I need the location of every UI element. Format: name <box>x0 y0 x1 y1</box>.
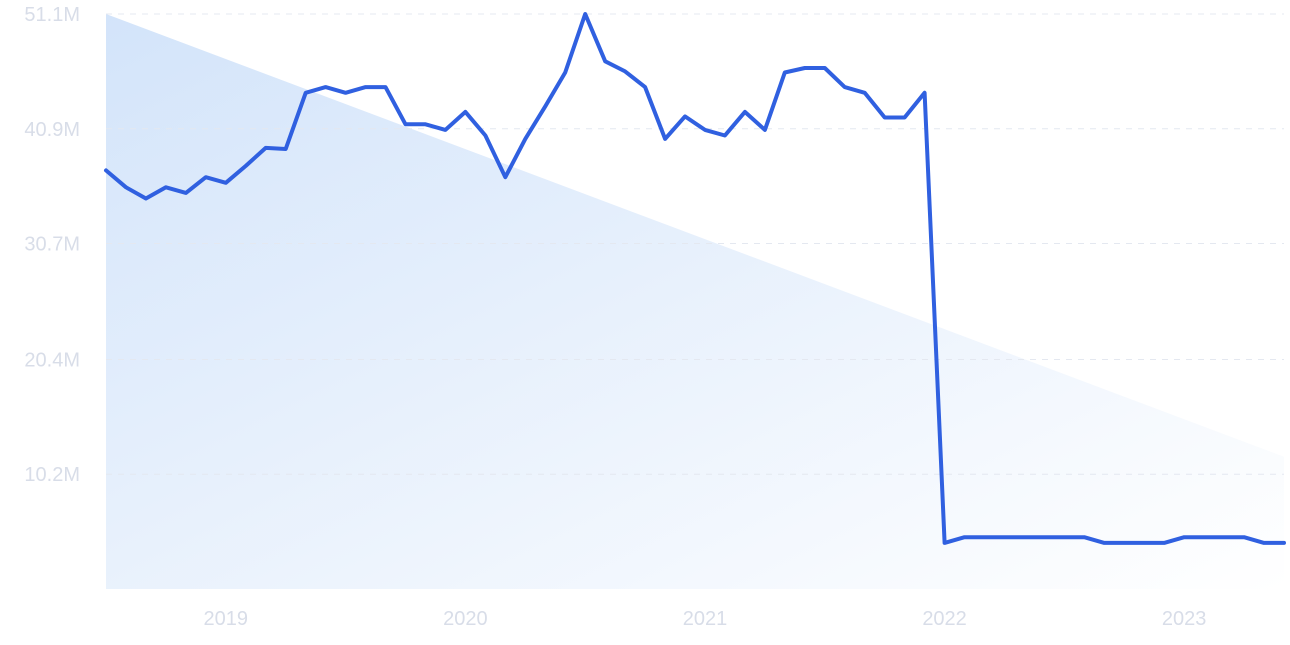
y-tick-label: 20.4M <box>24 349 80 371</box>
gridlines <box>106 13 1284 475</box>
y-axis-ticks: 51.1M 40.9M 30.7M 20.4M 10.2M <box>24 4 80 486</box>
y-tick-label: 51.1M <box>24 4 80 26</box>
y-tick-label: 10.2M <box>24 464 80 486</box>
y-tick-label: 40.9M <box>24 119 80 141</box>
x-tick-label: 2023 <box>1162 608 1207 630</box>
background-gradient-area <box>106 14 1284 589</box>
x-axis-ticks: 2019 2020 2021 2022 2023 <box>204 608 1207 630</box>
x-tick-label: 2020 <box>443 608 488 630</box>
x-tick-label: 2019 <box>204 608 249 630</box>
y-tick-label: 30.7M <box>24 234 80 256</box>
x-tick-label: 2021 <box>683 608 728 630</box>
series-line <box>104 12 1286 545</box>
x-tick-label: 2022 <box>922 608 967 630</box>
